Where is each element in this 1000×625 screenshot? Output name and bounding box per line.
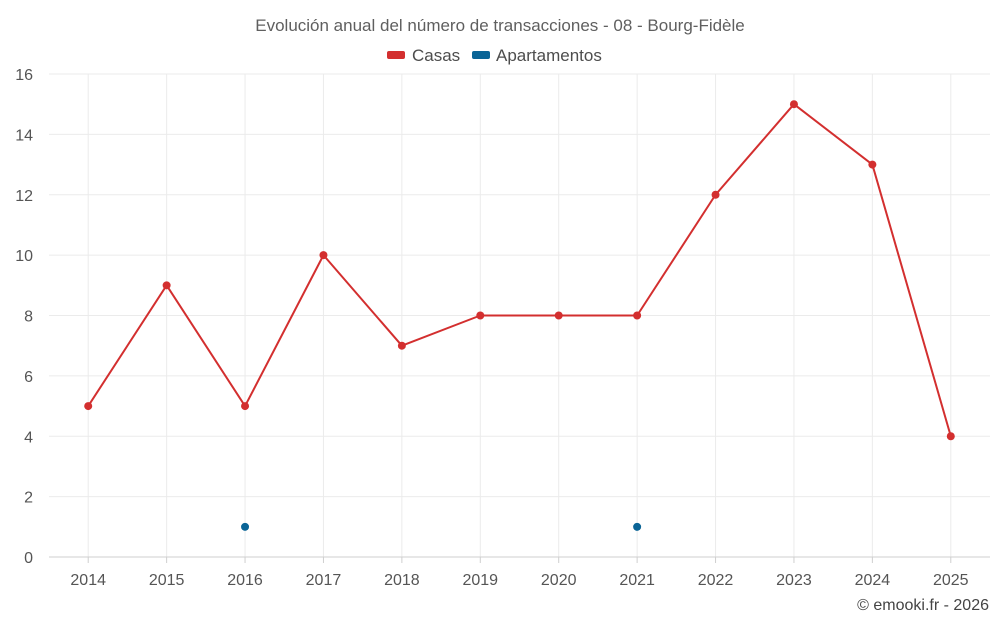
data-point-casas[interactable] bbox=[241, 402, 250, 411]
series bbox=[84, 100, 955, 531]
x-tick-label: 2022 bbox=[698, 572, 734, 589]
y-tick-label: 12 bbox=[15, 188, 33, 205]
legend-item-apartamentos[interactable]: Apartamentos bbox=[472, 46, 602, 65]
data-point-casas[interactable] bbox=[84, 402, 93, 411]
x-tick-label: 2019 bbox=[462, 572, 498, 589]
y-tick-label: 14 bbox=[15, 127, 33, 144]
series-line-casas bbox=[87, 103, 952, 437]
data-point-casas[interactable] bbox=[554, 311, 563, 320]
legend-label-apartamentos: Apartamentos bbox=[496, 46, 602, 65]
data-point-casas[interactable] bbox=[633, 311, 642, 320]
data-point-apartamentos[interactable] bbox=[241, 522, 250, 531]
data-point-casas[interactable] bbox=[319, 251, 328, 260]
x-tick-label: 2015 bbox=[149, 572, 185, 589]
x-tick-label: 2017 bbox=[306, 572, 342, 589]
legend-label-casas: Casas bbox=[412, 46, 460, 65]
legend-swatch-apartamentos bbox=[472, 51, 490, 59]
x-tick-label: 2024 bbox=[855, 572, 891, 589]
credit-text: © emooki.fr - 2026 bbox=[857, 597, 989, 614]
data-point-casas[interactable] bbox=[397, 341, 406, 350]
y-tick-label: 6 bbox=[24, 369, 33, 386]
data-point-apartamentos[interactable] bbox=[633, 522, 642, 531]
x-tick-label: 2020 bbox=[541, 572, 577, 589]
y-tick-label: 10 bbox=[15, 248, 33, 265]
legend-swatch-casas bbox=[387, 51, 405, 59]
data-point-casas[interactable] bbox=[476, 311, 485, 320]
data-point-casas[interactable] bbox=[162, 281, 171, 290]
data-point-casas[interactable] bbox=[868, 160, 877, 169]
legend-item-casas[interactable]: Casas bbox=[387, 46, 460, 65]
x-tick-label: 2014 bbox=[70, 572, 106, 589]
x-tick-label: 2016 bbox=[227, 572, 263, 589]
y-tick-label: 2 bbox=[24, 490, 33, 507]
y-tick-label: 0 bbox=[24, 550, 33, 567]
legend: Casas Apartamentos bbox=[387, 46, 602, 65]
x-tick-label: 2025 bbox=[933, 572, 969, 589]
data-point-casas[interactable] bbox=[789, 100, 798, 109]
y-tick-label: 8 bbox=[24, 309, 33, 326]
data-point-casas[interactable] bbox=[711, 190, 720, 199]
y-tick-label: 4 bbox=[24, 429, 33, 446]
y-tick-label: 16 bbox=[15, 67, 33, 84]
x-tick-label: 2021 bbox=[619, 572, 655, 589]
x-tick-label: 2023 bbox=[776, 572, 812, 589]
x-tick-label: 2018 bbox=[384, 572, 420, 589]
chart-title: Evolución anual del número de transaccio… bbox=[255, 16, 745, 35]
data-point-casas[interactable] bbox=[946, 432, 955, 441]
axes: 0 2 4 6 8 10 12 14 16 2014 2015 2016 2017 2018 2019 202… bbox=[15, 67, 990, 589]
